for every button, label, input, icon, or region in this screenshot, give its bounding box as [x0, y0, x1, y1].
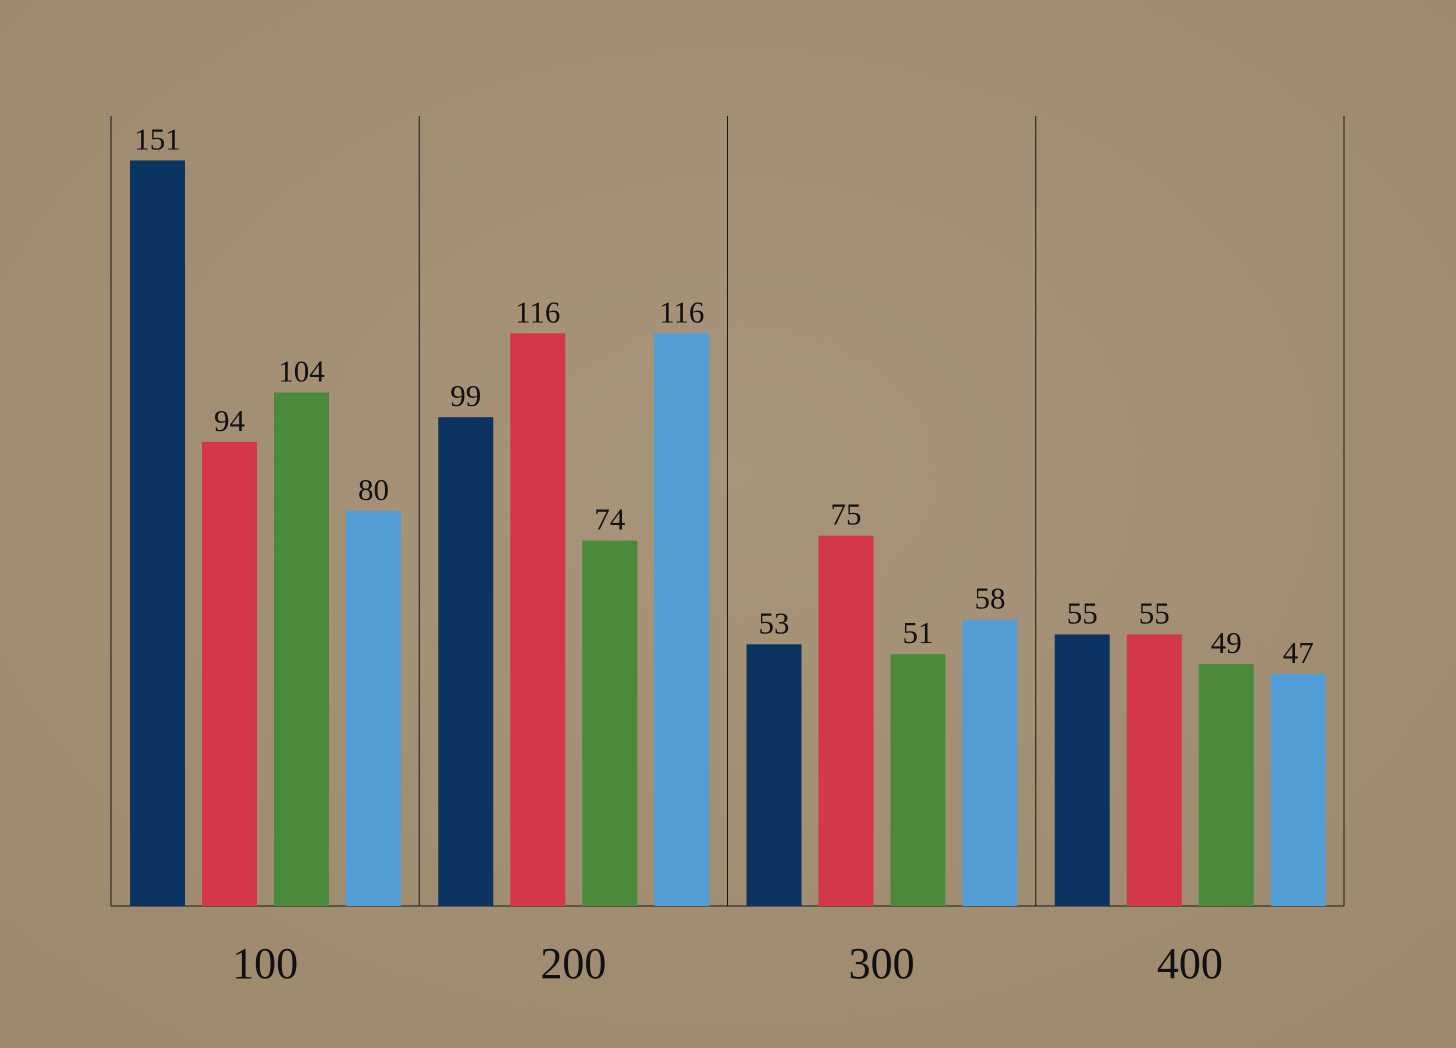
bar	[1270, 673, 1326, 906]
bar	[130, 160, 185, 906]
value-label: 47	[1283, 635, 1314, 670]
value-label: 74	[594, 502, 626, 537]
value-label: 104	[278, 354, 325, 389]
x-tick-label: 100	[232, 939, 298, 988]
value-label: 55	[1139, 595, 1170, 630]
value-label: 116	[659, 294, 704, 329]
value-label: 51	[903, 615, 934, 650]
bar	[582, 540, 638, 906]
bar	[1126, 634, 1182, 906]
bar	[818, 535, 874, 906]
bar	[510, 333, 566, 906]
value-label: 55	[1067, 595, 1098, 630]
value-label: 49	[1211, 625, 1242, 660]
bar	[438, 417, 494, 906]
value-label: 75	[831, 497, 862, 532]
bar	[1198, 664, 1254, 906]
x-tick-label: 400	[1157, 939, 1223, 988]
bar	[346, 511, 401, 906]
value-label: 58	[975, 581, 1006, 616]
bar	[962, 619, 1018, 906]
bar	[746, 644, 802, 906]
x-tick-label: 200	[540, 939, 606, 988]
value-label: 80	[358, 472, 389, 507]
bar	[890, 654, 946, 906]
bar	[274, 392, 329, 906]
value-label: 151	[134, 121, 181, 156]
value-label: 99	[450, 378, 481, 413]
x-tick-label: 300	[849, 939, 915, 988]
value-label: 53	[759, 605, 790, 640]
bar	[202, 441, 257, 906]
value-label: 116	[515, 294, 560, 329]
bar	[654, 333, 710, 906]
value-label: 94	[214, 403, 246, 438]
bar	[1054, 634, 1110, 906]
